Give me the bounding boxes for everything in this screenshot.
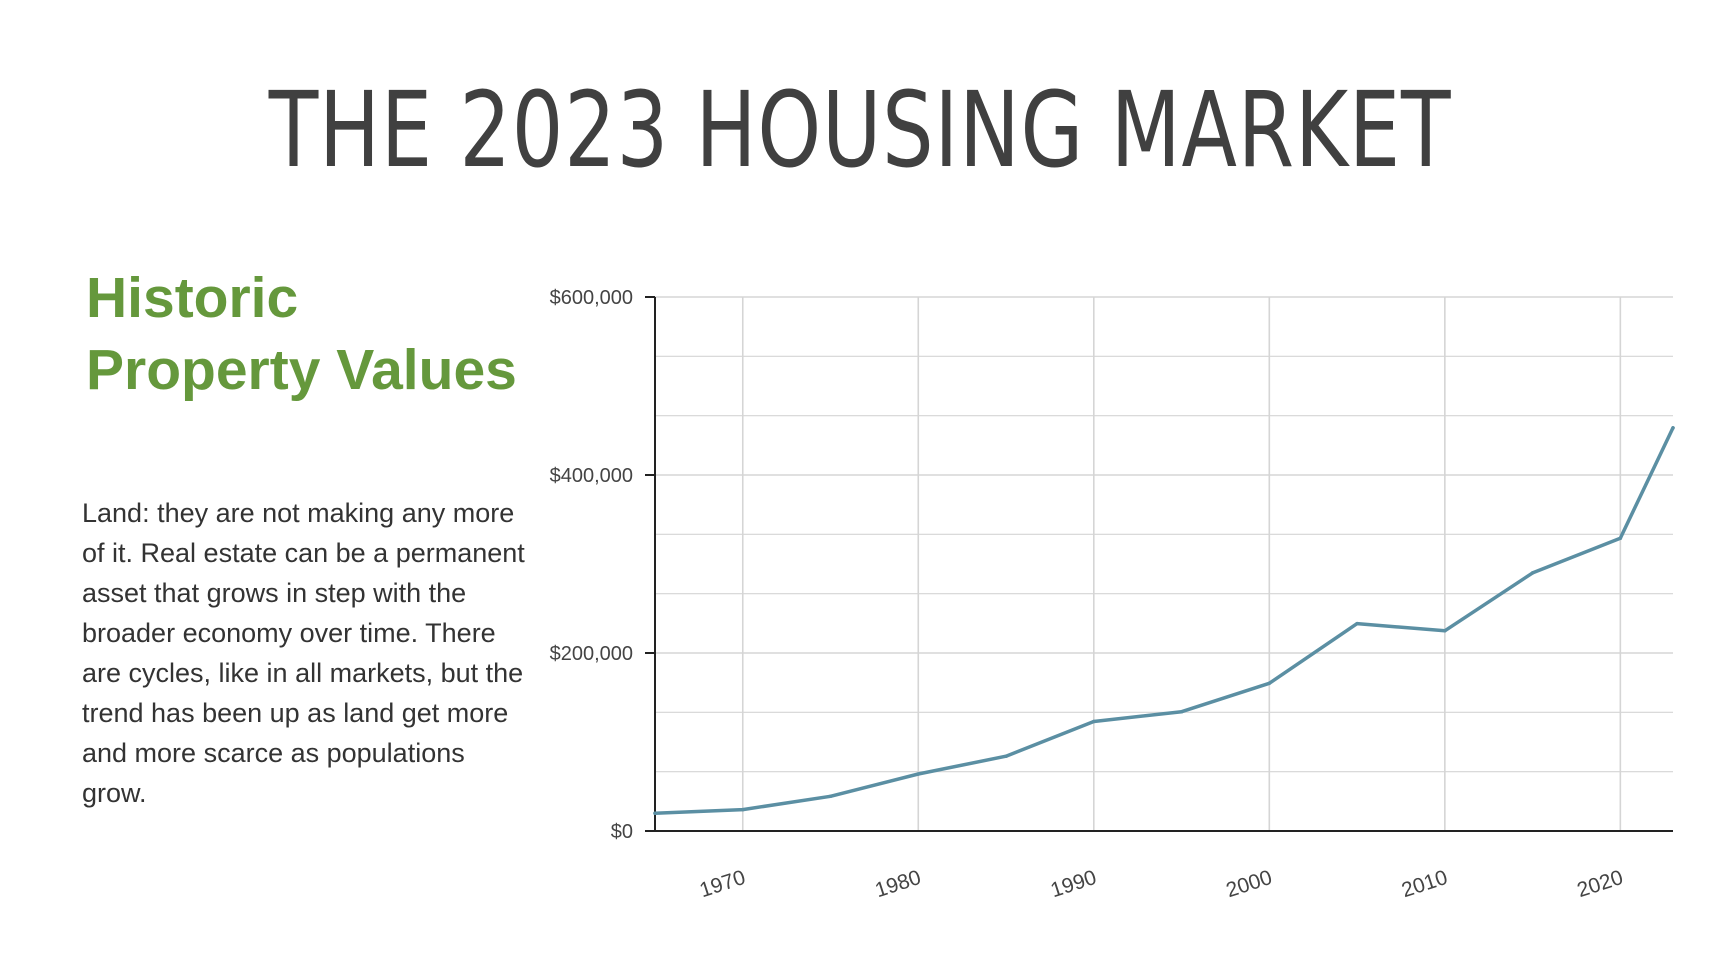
body-paragraph: Land: they are not making any more of it… xyxy=(82,498,525,808)
data-point-2020 xyxy=(1618,536,1623,540)
data-point-1970 xyxy=(741,807,745,812)
section-heading: Historic Property Values xyxy=(86,262,556,406)
y-tick-label-3: $600,000 xyxy=(550,287,633,309)
page-title: THE 2023 HOUSING MARKET xyxy=(268,69,1452,191)
x-tick-label-1: 1980 xyxy=(872,866,924,902)
data-point-2010 xyxy=(1443,629,1447,633)
chart-svg: $0 $200,000 $400,000 $600,000 1970 1980 1990 20… xyxy=(550,287,1675,902)
data-point-1985 xyxy=(1004,754,1008,758)
data-point-2015 xyxy=(1530,571,1535,575)
x-tick-label-2: 1990 xyxy=(1048,866,1100,902)
section-heading-line-2: Property Values xyxy=(86,338,517,402)
y-tick-label-0: $0 xyxy=(611,821,633,843)
property-value-chart: $0 $200,000 $400,000 $600,000 1970 1980 1990 20… xyxy=(500,270,1690,910)
data-point-1995 xyxy=(1179,709,1184,714)
data-point-2000 xyxy=(1267,681,1272,686)
y-tick-label-2: $400,000 xyxy=(550,465,633,487)
x-tick-label-4: 2010 xyxy=(1399,866,1451,902)
section-heading-line-1: Historic xyxy=(86,266,299,330)
data-point-2023 xyxy=(1671,426,1675,430)
data-point-1965 xyxy=(653,811,657,815)
data-point-2005 xyxy=(1355,621,1359,626)
y-tick-label-1: $200,000 xyxy=(550,643,633,665)
x-tick-label-3: 2000 xyxy=(1223,866,1275,902)
data-point-1990 xyxy=(1092,719,1096,724)
data-point-1975 xyxy=(828,794,833,799)
x-tick-label-0: 1970 xyxy=(697,866,749,902)
data-point-1980 xyxy=(916,772,921,776)
series-line-0 xyxy=(653,426,1675,815)
x-tick-label-5: 2020 xyxy=(1574,866,1626,902)
